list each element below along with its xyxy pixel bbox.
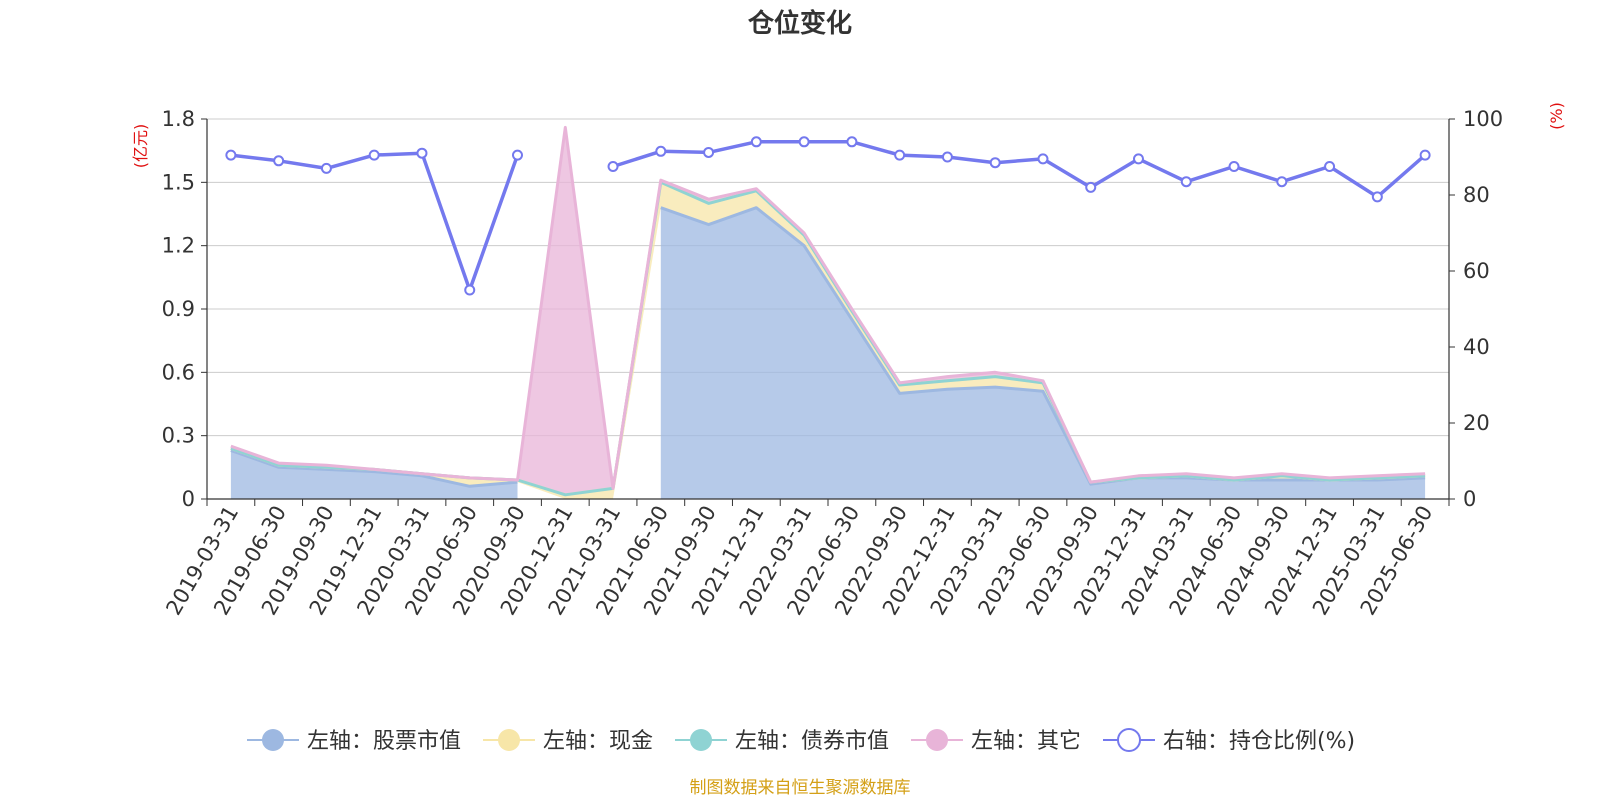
legend-label: 左轴：债券市值	[735, 729, 889, 754]
left-tick-label: 0	[182, 487, 195, 511]
legend-swatch-marker	[1117, 728, 1141, 752]
stacked-areas	[230, 127, 1426, 500]
ratio-marker	[1371, 191, 1383, 203]
ratio-marker	[273, 155, 285, 167]
source-note: 制图数据来自恒生聚源数据库	[690, 778, 911, 798]
right-tick-label: 100	[1463, 107, 1503, 131]
ratio-marker	[1324, 161, 1336, 172]
ratio-marker	[1228, 161, 1240, 172]
left-tick-label: 0.3	[162, 424, 195, 448]
legend-swatch-marker	[262, 729, 284, 751]
legend-label: 左轴：其它	[971, 729, 1081, 754]
legend-item[interactable]: 左轴：股票市值	[247, 729, 461, 754]
ratio-marker	[846, 136, 858, 148]
ratio-marker	[464, 284, 476, 296]
ratio-marker	[750, 136, 762, 148]
legend-swatch-marker	[926, 729, 948, 751]
right-tick-label: 80	[1463, 183, 1490, 207]
right-tick-label: 20	[1463, 411, 1490, 435]
ratio-marker	[941, 151, 953, 163]
ratio-marker	[703, 146, 715, 158]
left-tick-label: 1.2	[162, 234, 195, 258]
line-左轴：股票市值	[660, 206, 1426, 486]
legend-swatch-marker	[690, 729, 712, 751]
ratio-marker	[416, 147, 428, 159]
right-tick-label: 0	[1463, 487, 1476, 511]
ratio-marker	[655, 145, 667, 157]
legend-swatch-marker	[498, 729, 520, 751]
chart-title: 仓位变化	[747, 8, 852, 39]
line-左轴：股票市值	[230, 448, 518, 488]
ratio-marker	[894, 149, 906, 161]
legend-item[interactable]: 左轴：其它	[911, 729, 1081, 754]
ratio-line	[612, 140, 1427, 199]
ratio-marker	[989, 157, 1001, 169]
left-tick-label: 1.8	[162, 107, 195, 131]
ratio-marker	[798, 136, 810, 148]
ratio-marker	[225, 149, 237, 161]
left-tick-label: 0.9	[162, 297, 195, 321]
legend-label: 右轴：持仓比例(%)	[1163, 729, 1355, 754]
series-lines	[230, 125, 1427, 497]
right-tick-label: 60	[1463, 259, 1490, 283]
ratio-marker	[368, 149, 380, 161]
ratio-markers	[225, 136, 1431, 296]
ratio-marker	[1180, 176, 1192, 188]
left-tick-label: 1.5	[162, 170, 195, 194]
ratio-marker	[1133, 153, 1144, 165]
ratio-marker	[1037, 153, 1049, 165]
ratio-marker	[1276, 176, 1288, 188]
area-左轴：股票市值	[660, 207, 1426, 499]
legend-item[interactable]: 右轴：持仓比例(%)	[1103, 728, 1355, 754]
ratio-marker	[512, 149, 523, 161]
left-axis-unit: (亿元)	[131, 124, 150, 169]
ratio-marker	[1085, 181, 1097, 193]
line-左轴：其它	[230, 125, 1426, 490]
legend-label: 左轴：现金	[543, 729, 653, 754]
ratio-line	[230, 151, 520, 292]
area-左轴：股票市值	[230, 450, 518, 499]
legend-item[interactable]: 左轴：现金	[483, 729, 653, 754]
ratio-marker	[320, 162, 332, 174]
left-tick-label: 0.6	[162, 360, 195, 384]
legend[interactable]: 左轴：股票市值 左轴：现金 左轴：债券市值 左轴：其它 右轴：持仓比例(%)	[247, 728, 1355, 754]
right-axis-unit: (%)	[1547, 102, 1566, 130]
right-tick-label: 40	[1463, 335, 1490, 359]
legend-label: 左轴：股票市值	[307, 729, 461, 754]
ratio-marker	[1419, 149, 1431, 161]
legend-item[interactable]: 左轴：债券市值	[675, 729, 889, 754]
ratio-marker	[607, 161, 619, 172]
